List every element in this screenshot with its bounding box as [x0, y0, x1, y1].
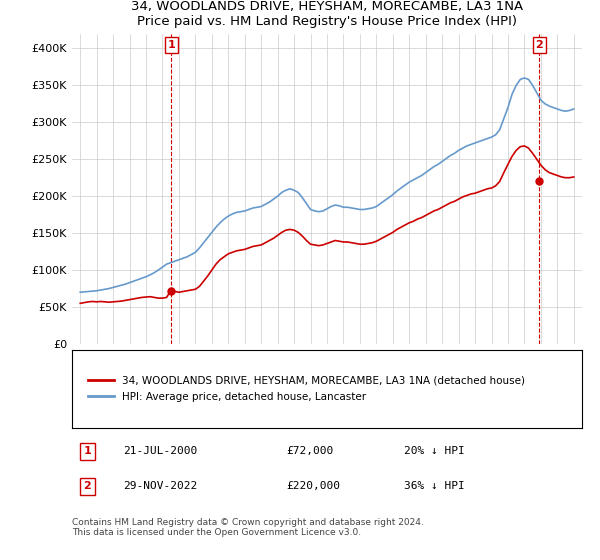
Text: 21-JUL-2000: 21-JUL-2000	[123, 446, 197, 456]
Text: 2: 2	[536, 40, 543, 50]
Text: 1: 1	[167, 40, 175, 50]
Title: 34, WOODLANDS DRIVE, HEYSHAM, MORECAMBE, LA3 1NA
Price paid vs. HM Land Registry: 34, WOODLANDS DRIVE, HEYSHAM, MORECAMBE,…	[131, 0, 523, 28]
Text: 36% ↓ HPI: 36% ↓ HPI	[404, 482, 464, 491]
Text: 2: 2	[83, 482, 91, 491]
Text: 1: 1	[83, 446, 91, 456]
Text: 20% ↓ HPI: 20% ↓ HPI	[404, 446, 464, 456]
Text: 29-NOV-2022: 29-NOV-2022	[123, 482, 197, 491]
Text: Contains HM Land Registry data © Crown copyright and database right 2024.
This d: Contains HM Land Registry data © Crown c…	[72, 518, 424, 537]
Legend: 34, WOODLANDS DRIVE, HEYSHAM, MORECAMBE, LA3 1NA (detached house), HPI: Average : 34, WOODLANDS DRIVE, HEYSHAM, MORECAMBE,…	[82, 371, 530, 407]
Text: £220,000: £220,000	[286, 482, 340, 491]
Text: £72,000: £72,000	[286, 446, 334, 456]
